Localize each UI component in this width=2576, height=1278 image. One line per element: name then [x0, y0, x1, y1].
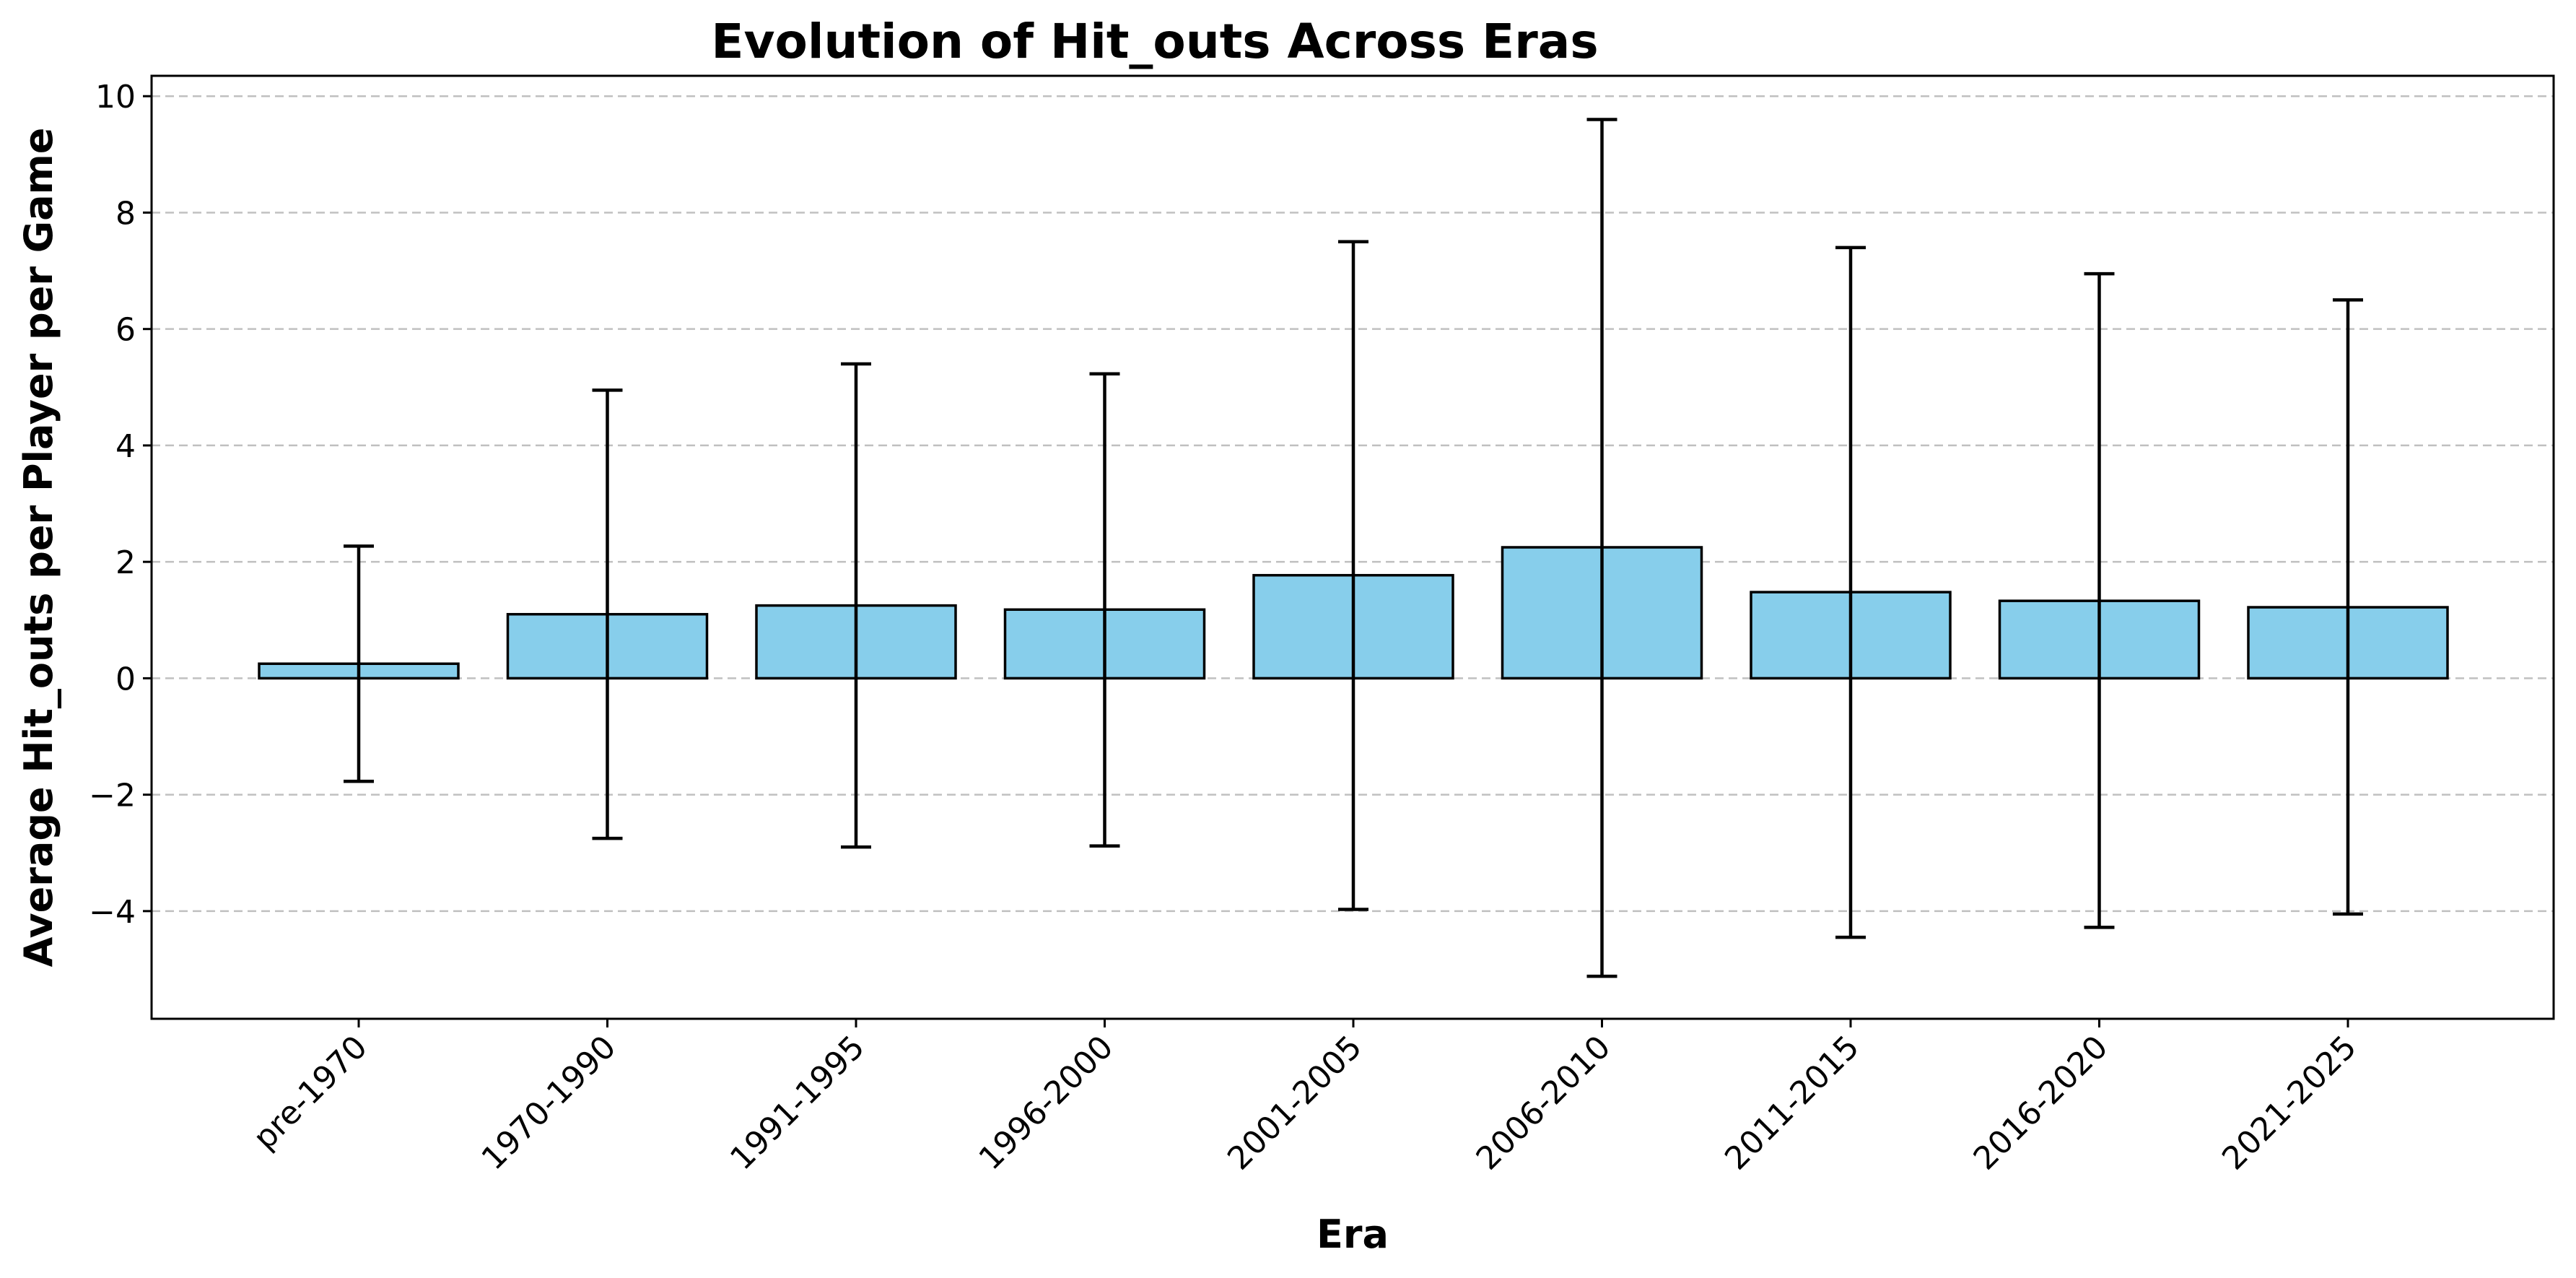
x-tick-label: 2016-2020 [1967, 1029, 2116, 1178]
y-tick-label: 4 [115, 428, 136, 465]
x-tick-label: 2001-2005 [1221, 1029, 1369, 1178]
x-tick-label: pre-1970 [246, 1029, 374, 1157]
y-axis-label: Average Hit_outs per Player per Game [16, 128, 61, 968]
x-axis-label: Era [1317, 1212, 1389, 1257]
x-tick-label: 2021-2025 [2215, 1029, 2364, 1178]
y-tick-label: 2 [115, 544, 136, 581]
y-tick-label: 10 [95, 79, 136, 116]
x-tick-label: 2011-2015 [1718, 1029, 1866, 1178]
x-tick-label: 1991-1995 [723, 1029, 872, 1178]
y-tick-label: −2 [89, 778, 136, 814]
x-tick-label: 1970-1990 [475, 1029, 624, 1178]
x-tick-label: 2006-2010 [1470, 1029, 1618, 1178]
error-bars [344, 118, 2363, 978]
y-tick-label: −4 [89, 894, 136, 931]
y-tick-label: 0 [115, 661, 136, 697]
x-axis-ticks: pre-1970 1970-1990 1991-1995 1996-2000 2001-… [246, 1019, 2364, 1178]
x-tick-label: 1996-2000 [972, 1029, 1121, 1178]
y-tick-label: 6 [115, 312, 136, 349]
y-axis-ticks: −4 −2 0 2 4 6 8 10 [89, 79, 152, 931]
chart-title: Evolution of Hit_outs Across Eras [711, 14, 1598, 69]
y-tick-label: 8 [115, 195, 136, 232]
